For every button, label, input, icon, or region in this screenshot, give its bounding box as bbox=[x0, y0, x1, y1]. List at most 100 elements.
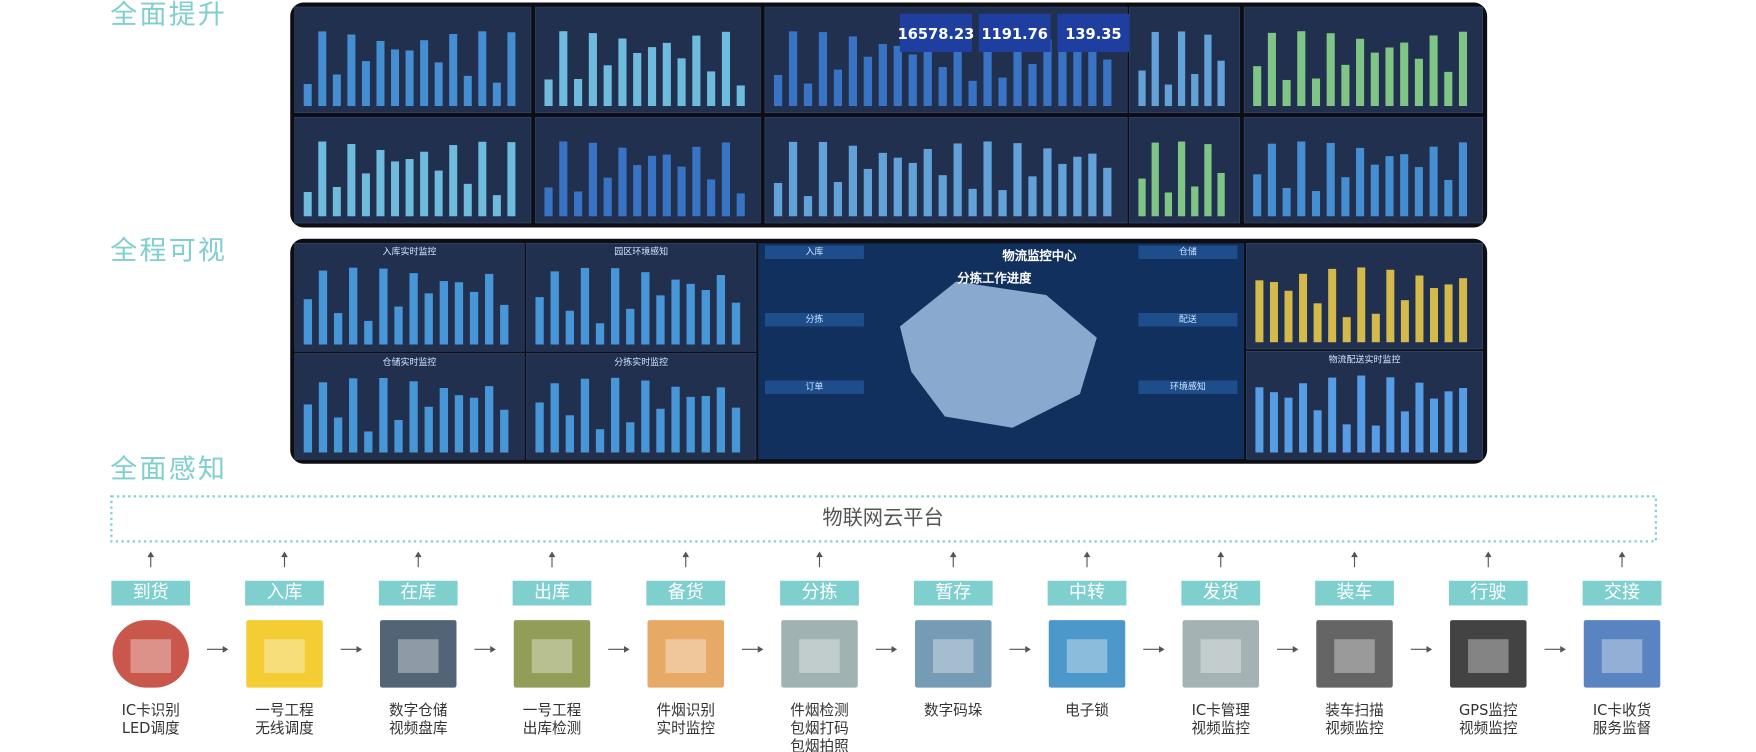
decor-bar bbox=[923, 148, 932, 217]
decor-bar bbox=[953, 143, 962, 217]
decor-bar bbox=[1013, 33, 1022, 107]
decor-bar bbox=[544, 187, 553, 217]
decor-bar bbox=[983, 141, 992, 217]
decor-bar bbox=[405, 50, 414, 107]
arrow-head bbox=[1217, 551, 1225, 558]
decor-bar bbox=[500, 409, 509, 453]
decor-bar bbox=[692, 35, 701, 107]
decor-bar bbox=[1028, 176, 1037, 217]
decor-bar bbox=[641, 272, 650, 345]
decor-bar bbox=[656, 295, 665, 345]
decor-bar bbox=[983, 31, 992, 107]
decor-bar bbox=[580, 267, 590, 345]
platform-box bbox=[110, 495, 1658, 543]
decor-bar bbox=[848, 145, 858, 217]
decor-bar bbox=[671, 279, 680, 345]
step-icon bbox=[379, 620, 457, 688]
step-desc: 数字仓储 bbox=[389, 702, 447, 719]
arrow-head bbox=[1426, 645, 1433, 653]
section-title: 全面提升 bbox=[110, 0, 227, 31]
decor-bar bbox=[391, 161, 400, 217]
step-icon bbox=[1583, 620, 1661, 688]
decor-bar bbox=[773, 74, 783, 107]
decor-bar bbox=[550, 271, 559, 345]
decor-bar bbox=[463, 183, 472, 217]
kpi-value: 1191.76 bbox=[981, 26, 1048, 43]
arrow-head bbox=[891, 645, 898, 653]
decor-bar bbox=[469, 397, 479, 453]
arrow-head bbox=[356, 645, 363, 653]
decor-bar bbox=[1400, 154, 1409, 217]
decor-bar bbox=[1103, 59, 1112, 107]
decor-bar bbox=[478, 141, 487, 217]
decor-bar bbox=[938, 67, 947, 107]
side-tab-label: 仓储 bbox=[1179, 246, 1197, 258]
step-icon bbox=[1048, 620, 1126, 688]
decor-bar bbox=[1073, 156, 1082, 217]
decor-bar bbox=[833, 182, 843, 217]
arrow-head bbox=[1484, 551, 1492, 558]
section-title: 全程可视 bbox=[110, 236, 227, 267]
map-title: 物流监控中心 bbox=[1002, 248, 1077, 263]
decor-bar bbox=[394, 419, 403, 453]
step-icon-detail bbox=[1601, 639, 1643, 673]
decor-bar bbox=[424, 293, 433, 345]
kpi-value: 139.35 bbox=[1065, 26, 1121, 43]
decor-bar bbox=[303, 299, 313, 345]
decor-bar bbox=[1341, 64, 1350, 107]
decor-bar bbox=[610, 268, 620, 345]
side-tab-label: 订单 bbox=[805, 381, 823, 393]
decor-bar bbox=[1299, 383, 1308, 453]
arrow-head bbox=[548, 551, 556, 558]
decor-bar bbox=[1088, 41, 1097, 107]
decor-bar bbox=[303, 191, 312, 217]
step-icon-detail bbox=[1468, 639, 1509, 673]
step-desc: 视频监控 bbox=[1192, 720, 1251, 737]
decor-bar bbox=[434, 62, 443, 107]
decor-bar bbox=[565, 310, 574, 345]
decor-bar bbox=[1429, 288, 1438, 343]
decor-bar bbox=[1177, 141, 1186, 217]
decor-bar bbox=[662, 154, 671, 217]
decor-bar bbox=[500, 304, 509, 345]
kpi-box bbox=[899, 13, 972, 53]
decor-bar bbox=[492, 82, 501, 107]
decor-bar bbox=[1253, 66, 1262, 107]
decor-bar bbox=[1191, 186, 1199, 217]
step-desc: IC卡管理 bbox=[1192, 702, 1251, 719]
decor-bar bbox=[1458, 31, 1468, 107]
step-icon-detail bbox=[1066, 639, 1108, 673]
decor-bar bbox=[908, 162, 917, 217]
decor-bar bbox=[1400, 42, 1409, 107]
step-desc: 件烟识别 bbox=[657, 702, 715, 719]
arrow-head bbox=[682, 551, 690, 558]
decor-bar bbox=[1386, 377, 1395, 453]
step-desc: 无线调度 bbox=[255, 720, 314, 737]
decor-bar bbox=[818, 32, 828, 107]
step-desc: LED调度 bbox=[122, 720, 180, 737]
side-tab bbox=[764, 380, 864, 394]
decor-bar bbox=[1267, 32, 1276, 107]
decor-bar bbox=[701, 290, 710, 345]
decor-bar bbox=[424, 406, 433, 453]
decor-bar bbox=[1088, 153, 1097, 217]
decor-bar bbox=[692, 146, 701, 217]
decor-bar bbox=[1164, 192, 1173, 217]
step-label: 在库 bbox=[400, 582, 436, 603]
decor-bar bbox=[1328, 377, 1337, 453]
panel-title: 入库实时监控 bbox=[383, 246, 437, 258]
decor-bar bbox=[1370, 52, 1379, 107]
decor-bar bbox=[439, 281, 448, 345]
step-label-box bbox=[1448, 580, 1528, 606]
decor-bar bbox=[998, 77, 1007, 107]
decor-bar bbox=[1013, 143, 1022, 217]
decor-bar bbox=[953, 32, 962, 107]
decor-bar bbox=[603, 177, 612, 217]
decor-bar bbox=[1217, 60, 1225, 107]
decor-bar bbox=[1356, 147, 1365, 217]
step-label: 入库 bbox=[267, 582, 303, 603]
decor-bar bbox=[1385, 156, 1394, 217]
decor-bar bbox=[391, 49, 400, 107]
decor-bar bbox=[1415, 275, 1424, 343]
step-label-box bbox=[780, 580, 859, 606]
